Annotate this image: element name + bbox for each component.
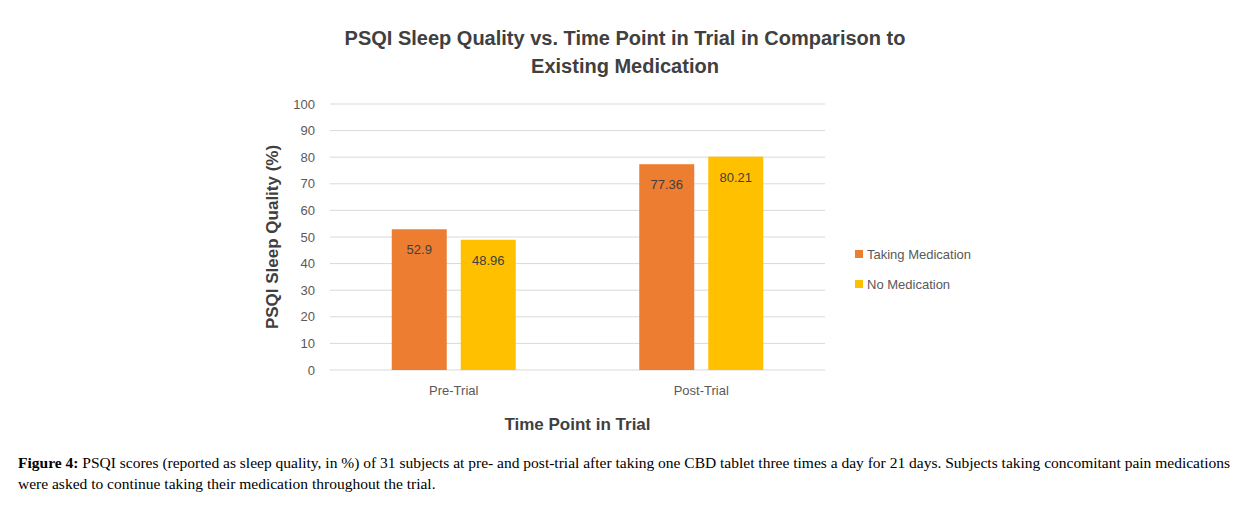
- y-tick-label: 70: [301, 176, 315, 191]
- grid-line: [330, 104, 825, 105]
- x-tick-label: Post-Trial: [674, 383, 729, 398]
- data-label: 52.9: [407, 242, 432, 257]
- y-tick-label: 50: [301, 230, 315, 245]
- legend-label: No Medication: [867, 277, 950, 292]
- chart: 0 10 20 30 40 50 60 70 80 90 100 Pre-Trial 52.9 48.96…: [0, 0, 1257, 517]
- y-tick-label: 0: [308, 363, 315, 378]
- legend-swatch: [855, 250, 863, 258]
- y-tick-label: 60: [301, 203, 315, 218]
- x-axis-label: Time Point in Trial: [504, 415, 650, 434]
- y-tick-label: 20: [301, 309, 315, 324]
- legend: Taking Medication No Medication: [855, 247, 971, 292]
- legend-swatch: [855, 280, 863, 288]
- data-label: 77.36: [650, 177, 683, 192]
- caption-label: Figure 4:: [18, 454, 78, 471]
- data-label: 48.96: [472, 253, 505, 268]
- caption-text: PSQI scores (reported as sleep quality, …: [18, 454, 1230, 492]
- y-tick-label: 10: [301, 336, 315, 351]
- bar: [392, 229, 447, 370]
- y-tick-label: 40: [301, 256, 315, 271]
- grid-line: [330, 130, 825, 131]
- y-axis-label: PSQI Sleep Quality (%): [263, 145, 282, 329]
- bars: [392, 157, 764, 370]
- y-tick-label: 30: [301, 283, 315, 298]
- legend-label: Taking Medication: [867, 247, 971, 262]
- data-label: 80.21: [719, 170, 752, 185]
- y-tick-label: 100: [293, 97, 315, 112]
- caption: Figure 4: PSQI scores (reported as sleep…: [18, 452, 1246, 494]
- x-tick-label: Pre-Trial: [429, 383, 478, 398]
- bar: [639, 164, 694, 370]
- y-tick-label: 90: [301, 123, 315, 138]
- chart-title: PSQI Sleep Quality vs. Time Point in Tri…: [305, 24, 945, 80]
- y-tick-label: 80: [301, 150, 315, 165]
- bar: [708, 157, 763, 370]
- bar: [461, 240, 516, 370]
